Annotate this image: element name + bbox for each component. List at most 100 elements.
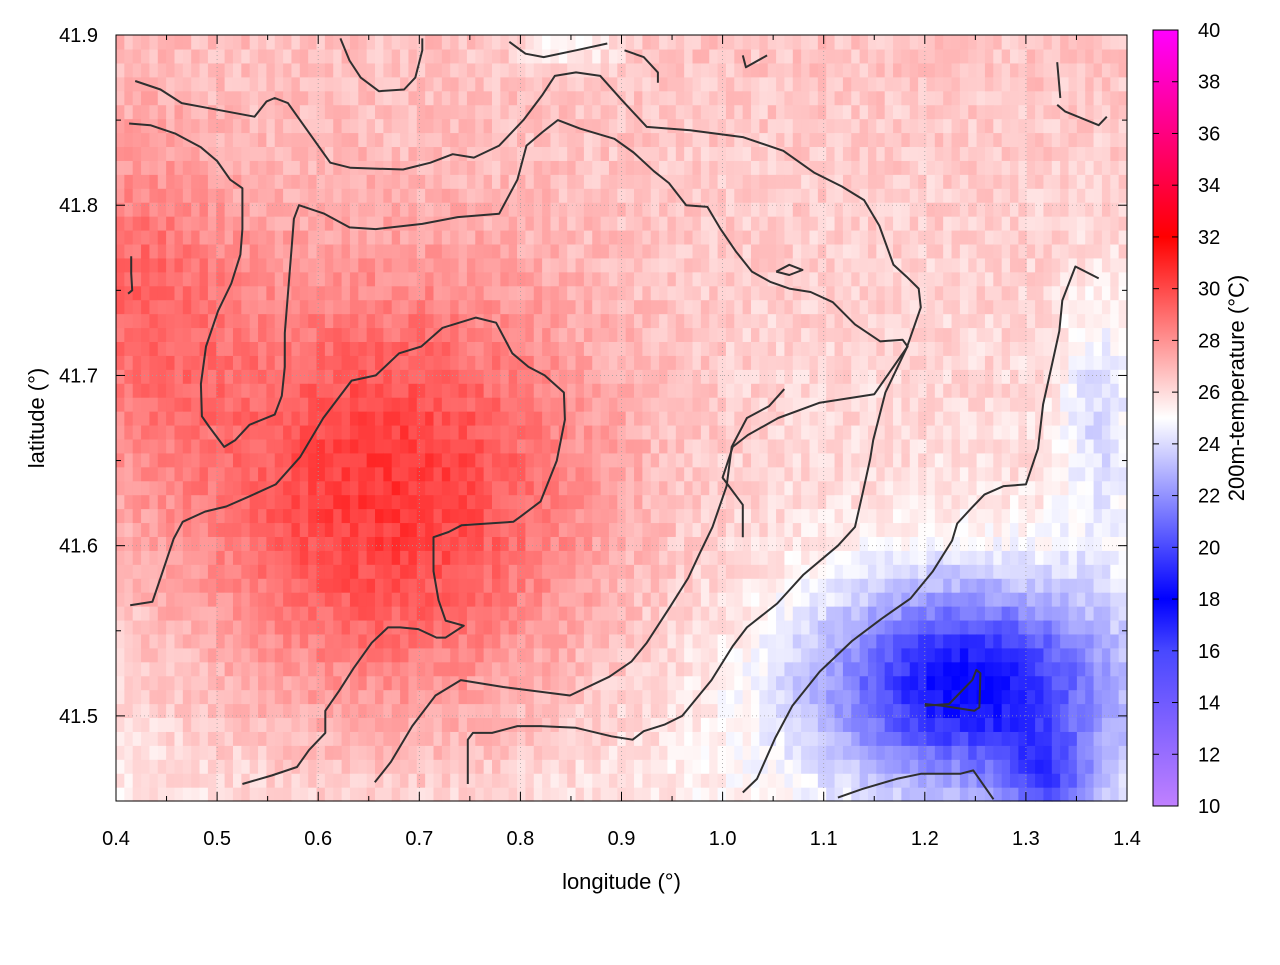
heatmap-cell	[859, 522, 869, 537]
heatmap-cell	[776, 494, 786, 510]
heatmap-cell	[258, 703, 267, 719]
heatmap-cell	[458, 146, 468, 161]
heatmap-cell	[341, 508, 351, 524]
heatmap-cell	[174, 536, 184, 551]
heatmap-cell	[659, 118, 669, 134]
heatmap-cell	[508, 90, 518, 106]
heatmap-cell	[258, 188, 267, 203]
heatmap-cell	[475, 397, 485, 412]
heatmap-cell	[709, 647, 719, 663]
heatmap-cell	[400, 299, 410, 315]
heatmap-cell	[207, 146, 217, 161]
heatmap-cell	[742, 759, 752, 774]
heatmap-cell	[124, 271, 134, 287]
heatmap-cell	[458, 90, 468, 106]
heatmap-cell	[475, 466, 485, 482]
heatmap-cell	[709, 731, 719, 746]
heatmap-cell	[400, 508, 410, 524]
heatmap-cell	[149, 202, 159, 217]
heatmap-cell	[408, 299, 418, 315]
heatmap-cell	[383, 689, 393, 705]
heatmap-cell	[232, 536, 242, 551]
heatmap-cell	[425, 494, 435, 510]
heatmap-cell	[834, 508, 844, 524]
heatmap-cell	[867, 383, 877, 398]
heatmap-cell	[709, 661, 719, 677]
heatmap-cell	[408, 731, 418, 746]
heatmap-cell	[149, 313, 159, 329]
heatmap-cell	[433, 327, 443, 342]
heatmap-cell	[634, 424, 643, 440]
heatmap-cell	[433, 243, 443, 259]
heatmap-cell	[817, 313, 827, 329]
heatmap-cell	[466, 508, 476, 524]
heatmap-cell	[650, 355, 660, 370]
heatmap-cell	[349, 745, 359, 760]
heatmap-cell	[316, 202, 326, 217]
heatmap-cell	[299, 550, 309, 565]
heatmap-cell	[567, 76, 577, 92]
heatmap-cell	[207, 564, 217, 579]
heatmap-cell	[441, 327, 451, 342]
heatmap-cell	[116, 118, 125, 134]
heatmap-cell	[441, 397, 451, 412]
heatmap-cell	[299, 327, 309, 342]
heatmap-cell	[450, 62, 460, 78]
heatmap-cell	[483, 35, 493, 50]
heatmap-cell	[283, 689, 293, 705]
heatmap-cell	[834, 550, 844, 565]
heatmap-cell	[358, 188, 368, 203]
heatmap-cell	[776, 633, 786, 649]
heatmap-cell	[709, 480, 719, 496]
heatmap-cell	[458, 578, 468, 593]
heatmap-cell	[366, 174, 376, 189]
heatmap-cell	[525, 271, 535, 287]
heatmap-cell	[157, 466, 167, 482]
heatmap-cell	[199, 675, 209, 691]
heatmap-cell	[266, 592, 276, 607]
heatmap-cell	[391, 90, 401, 106]
heatmap-cell	[458, 243, 468, 259]
heatmap-cell	[249, 383, 259, 398]
heatmap-cell	[709, 787, 719, 802]
heatmap-cell	[759, 661, 769, 677]
heatmap-cell	[751, 216, 760, 231]
heatmap-cell	[792, 355, 802, 370]
heatmap-cell	[792, 243, 802, 259]
heatmap-cell	[659, 90, 669, 106]
heatmap-cell	[141, 480, 151, 496]
heatmap-cell	[583, 480, 593, 496]
heatmap-cell	[650, 536, 660, 551]
heatmap-cell	[751, 118, 760, 134]
heatmap-cell	[759, 104, 769, 120]
heatmap-cell	[141, 550, 151, 565]
heatmap-cell	[717, 216, 727, 231]
heatmap-cell	[333, 452, 343, 468]
heatmap-cell	[316, 564, 326, 579]
heatmap-cell	[625, 202, 635, 217]
heatmap-cell	[608, 160, 618, 175]
heatmap-cell	[851, 619, 861, 635]
heatmap-cell	[709, 48, 719, 64]
heatmap-cell	[416, 717, 426, 732]
heatmap-cell	[266, 619, 276, 635]
heatmap-cell	[141, 773, 151, 788]
heatmap-cell	[859, 188, 869, 203]
heatmap-cell	[124, 35, 134, 50]
heatmap-cell	[792, 480, 802, 496]
heatmap-cell	[759, 35, 769, 50]
heatmap-cell	[425, 313, 435, 329]
heatmap-cell	[558, 661, 568, 677]
heatmap-cell	[299, 675, 309, 691]
heatmap-cell	[391, 327, 401, 342]
heatmap-cell	[441, 773, 451, 788]
heatmap-cell	[759, 550, 769, 565]
heatmap-cell	[709, 438, 719, 454]
heatmap-cell	[826, 466, 836, 482]
heatmap-cell	[517, 480, 527, 496]
heatmap-cell	[400, 606, 410, 621]
heatmap-cell	[792, 285, 802, 301]
heatmap-cell	[809, 411, 819, 426]
heatmap-cell	[433, 271, 443, 287]
heatmap-cell	[383, 745, 393, 760]
